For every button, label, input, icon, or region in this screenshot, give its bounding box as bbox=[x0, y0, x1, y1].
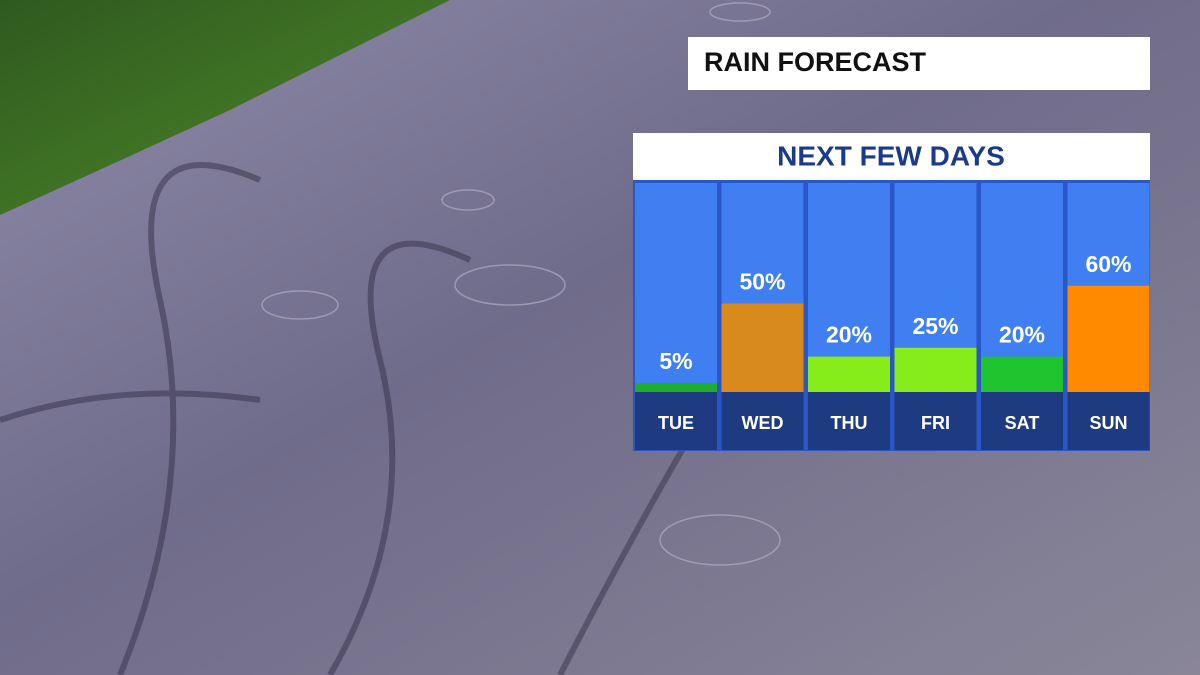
bar bbox=[1067, 285, 1150, 392]
grass bbox=[0, 0, 450, 215]
value-label: 20% bbox=[826, 322, 872, 348]
x-tick-label: TUE bbox=[658, 413, 694, 433]
x-tick-label: SAT bbox=[1005, 413, 1040, 433]
ripples bbox=[261, 2, 781, 566]
day-strip bbox=[635, 392, 717, 450]
bar bbox=[808, 356, 890, 392]
value-label: 50% bbox=[739, 269, 785, 295]
day-strip bbox=[981, 392, 1063, 450]
x-tick-label: THU bbox=[831, 413, 868, 433]
day-strip bbox=[721, 392, 804, 450]
panel bbox=[633, 180, 1150, 451]
x-tick-label: SUN bbox=[1089, 413, 1127, 433]
x-tick-label: FRI bbox=[921, 413, 950, 433]
value-label: 60% bbox=[1085, 251, 1131, 277]
value-label: 25% bbox=[912, 313, 958, 339]
column bbox=[635, 183, 717, 392]
day-strip bbox=[808, 392, 890, 450]
title-box bbox=[688, 37, 1150, 90]
chart-subtitle: NEXT FEW DAYS bbox=[777, 140, 1005, 171]
value-label: 5% bbox=[659, 348, 692, 374]
subtitle-box bbox=[633, 133, 1150, 180]
bar bbox=[721, 303, 804, 392]
bar bbox=[894, 347, 977, 392]
bar bbox=[981, 356, 1063, 392]
day-strip bbox=[894, 392, 977, 450]
day-strip bbox=[1067, 392, 1150, 450]
value-label: 20% bbox=[999, 322, 1045, 348]
bar bbox=[635, 383, 717, 392]
chart-title: RAIN FORECAST bbox=[704, 47, 927, 77]
x-tick-label: WED bbox=[742, 413, 784, 433]
